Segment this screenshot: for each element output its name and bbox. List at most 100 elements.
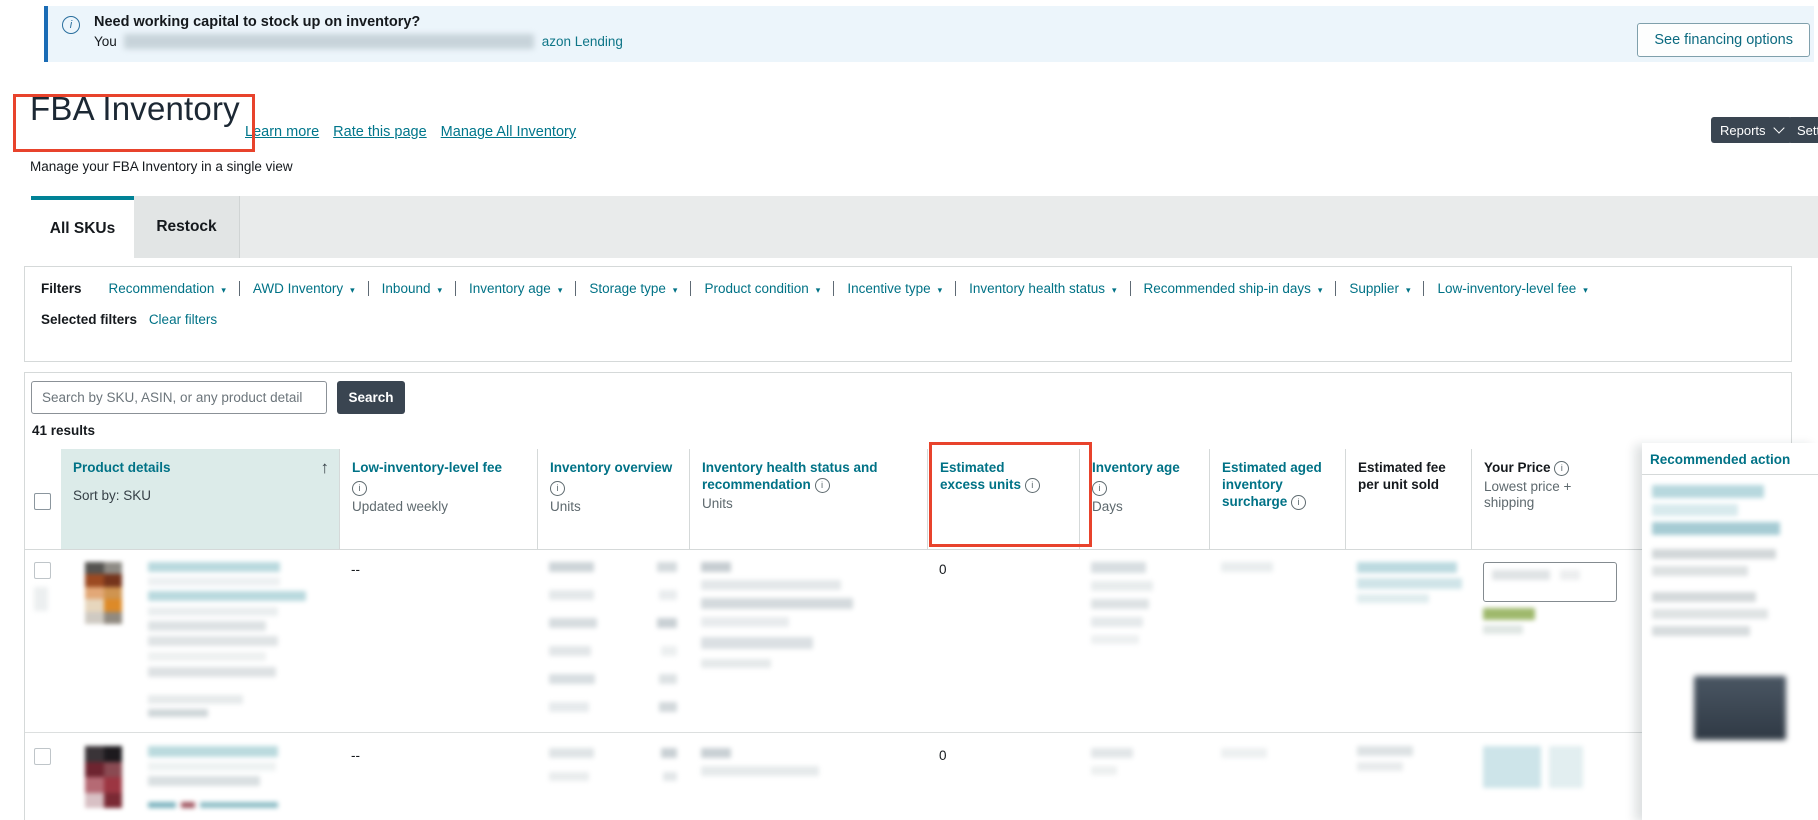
info-icon[interactable]: i [1554, 461, 1570, 476]
banner-title: Need working capital to stock up on inve… [94, 14, 421, 30]
info-icon[interactable]: i [1092, 481, 1107, 496]
selected-filters-row: Selected filters Clear filters [25, 296, 1791, 327]
filters-row: Filters Recommendation ▾ AWD Inventory ▾ I… [25, 267, 1791, 296]
chevron-down-icon: ▾ [1583, 285, 1588, 295]
tab-restock[interactable]: Restock [134, 196, 240, 258]
chevron-down-icon: ▾ [350, 285, 355, 295]
banner-body: You azon Lending [94, 34, 623, 49]
learn-more-link[interactable]: Learn more [245, 124, 320, 140]
header-estimated-excess-units: Estimated excess units i [927, 449, 1079, 549]
chevron-down-icon: ▾ [937, 285, 943, 295]
table-row: -- 0 [31, 734, 1641, 820]
header-estimated-fee-per-unit-sold: Estimated fee per unit sold [1345, 449, 1471, 549]
inventory-overview-cell [537, 550, 689, 732]
manage-all-inventory-link[interactable]: Manage All Inventory [440, 124, 577, 140]
low-inventory-level-fee-cell: -- [351, 562, 360, 577]
header-estimated-aged-inventory-surcharge: Estimated aged inventory surcharge i [1209, 449, 1345, 549]
page-title: FBA Inventory [30, 90, 240, 127]
inventory-health-status-cell [689, 550, 927, 732]
amazon-lending-link[interactable]: azon Lending [541, 34, 623, 49]
info-icon[interactable]: i [1291, 495, 1307, 510]
product-image [85, 562, 122, 624]
filter-product-condition[interactable]: Product condition ▾ [690, 281, 833, 296]
redacted-product-text [148, 746, 310, 820]
aged-inventory-surcharge-cell [1209, 734, 1345, 820]
low-inventory-level-fee-cell: -- [351, 748, 360, 763]
banner-body-prefix: You [94, 34, 117, 49]
row-divider [25, 732, 1645, 733]
redacted-dark-button[interactable] [1694, 676, 1786, 740]
info-icon: i [62, 16, 80, 34]
selected-filters-label: Selected filters [41, 312, 138, 327]
info-icon[interactable]: i [1024, 478, 1040, 493]
filter-awd-inventory[interactable]: AWD Inventory ▾ [238, 281, 368, 296]
filters-panel: Filters Recommendation ▾ AWD Inventory ▾ I… [24, 266, 1792, 362]
row-select-cell [31, 550, 61, 732]
header-recommended-action: Recommended action [1650, 452, 1791, 467]
chevron-down-icon: ▾ [1317, 285, 1323, 295]
product-details-cell [61, 550, 339, 732]
table-row: -- 0 [31, 550, 1641, 732]
sort-by-label: Sort by: SKU [73, 488, 152, 503]
header-inventory-health-status: Inventory health status and recommendati… [689, 449, 927, 549]
tab-bar: All SKUs Restock [31, 196, 1818, 258]
chevron-down-icon: ▾ [1405, 285, 1411, 295]
settings-button[interactable]: Settings [1788, 117, 1818, 143]
row-checkbox[interactable] [34, 562, 51, 579]
your-price-cell [1471, 734, 1641, 820]
filter-inbound[interactable]: Inbound ▾ [367, 281, 455, 296]
redacted-product-text [148, 562, 310, 732]
aged-inventory-surcharge-cell [1209, 550, 1345, 732]
page-subtitle: Manage your FBA Inventory in a single vi… [30, 159, 293, 174]
search-button[interactable]: Search [337, 381, 405, 414]
chevron-down-icon: ▾ [815, 285, 821, 295]
header-select-all-cell [31, 449, 61, 549]
chevron-down-icon [1772, 122, 1785, 134]
search-input[interactable] [31, 381, 327, 414]
sort-ascending-icon[interactable]: ↑ [320, 458, 330, 477]
select-all-checkbox[interactable] [34, 493, 51, 510]
row-checkbox[interactable] [34, 748, 51, 765]
fee-per-unit-sold-cell [1345, 550, 1471, 732]
inventory-health-status-cell [689, 734, 927, 820]
see-financing-options-button[interactable]: See financing options [1637, 23, 1810, 57]
chevron-down-icon: ▾ [672, 285, 678, 295]
product-image [85, 746, 122, 808]
filter-incentive-type[interactable]: Incentive type ▾ [833, 281, 955, 296]
results-count: 41 results [32, 423, 96, 438]
inventory-table-panel: Search 41 results Product details ↑ Sort… [24, 372, 1792, 820]
filter-inventory-age[interactable]: Inventory age ▾ [455, 281, 575, 296]
chevron-down-icon: ▾ [557, 285, 563, 295]
financing-banner: i Need working capital to stock up on in… [44, 6, 1814, 62]
redacted-text [123, 34, 534, 49]
filter-low-inventory-level-fee[interactable]: Low-inventory-level fee ▾ [1423, 281, 1600, 296]
info-icon[interactable]: i [352, 481, 367, 496]
info-icon[interactable]: i [814, 478, 830, 493]
title-links: Learn more Rate this page Manage All Inv… [245, 124, 576, 140]
chevron-down-icon: ▾ [221, 285, 226, 295]
header-inventory-age: Inventory age i Days [1079, 449, 1209, 549]
redacted-text [34, 587, 48, 611]
filter-recommended-ship-in-days[interactable]: Recommended ship-in days ▾ [1129, 281, 1336, 296]
rate-this-page-link[interactable]: Rate this page [333, 124, 427, 140]
clear-filters-link[interactable]: Clear filters [148, 312, 218, 327]
filter-inventory-health-status[interactable]: Inventory health status ▾ [955, 281, 1129, 296]
filter-recommendation[interactable]: Recommendation ▾ [108, 281, 226, 296]
your-price-cell [1471, 550, 1641, 732]
row-select-cell [31, 734, 61, 820]
header-low-inventory-level-fee: Low-inventory-level fee i Updated weekly [339, 449, 537, 549]
tab-all-skus[interactable]: All SKUs [31, 196, 134, 258]
reports-button[interactable]: Reports [1711, 117, 1792, 143]
info-icon[interactable]: i [550, 481, 565, 496]
inventory-age-cell [1079, 550, 1209, 732]
header-your-price: Your Price i Lowest price + shipping [1471, 449, 1641, 549]
chevron-down-icon: ▾ [437, 285, 443, 295]
header-divider [1642, 474, 1818, 475]
filter-storage-type[interactable]: Storage type ▾ [575, 281, 690, 296]
header-product-details[interactable]: Product details ↑ Sort by: SKU [61, 449, 339, 549]
inventory-age-cell [1079, 734, 1209, 820]
filter-supplier[interactable]: Supplier ▾ [1335, 281, 1423, 296]
price-input[interactable] [1483, 562, 1617, 602]
chevron-down-icon: ▾ [1112, 285, 1117, 295]
redacted-recommended-action [1642, 475, 1818, 740]
